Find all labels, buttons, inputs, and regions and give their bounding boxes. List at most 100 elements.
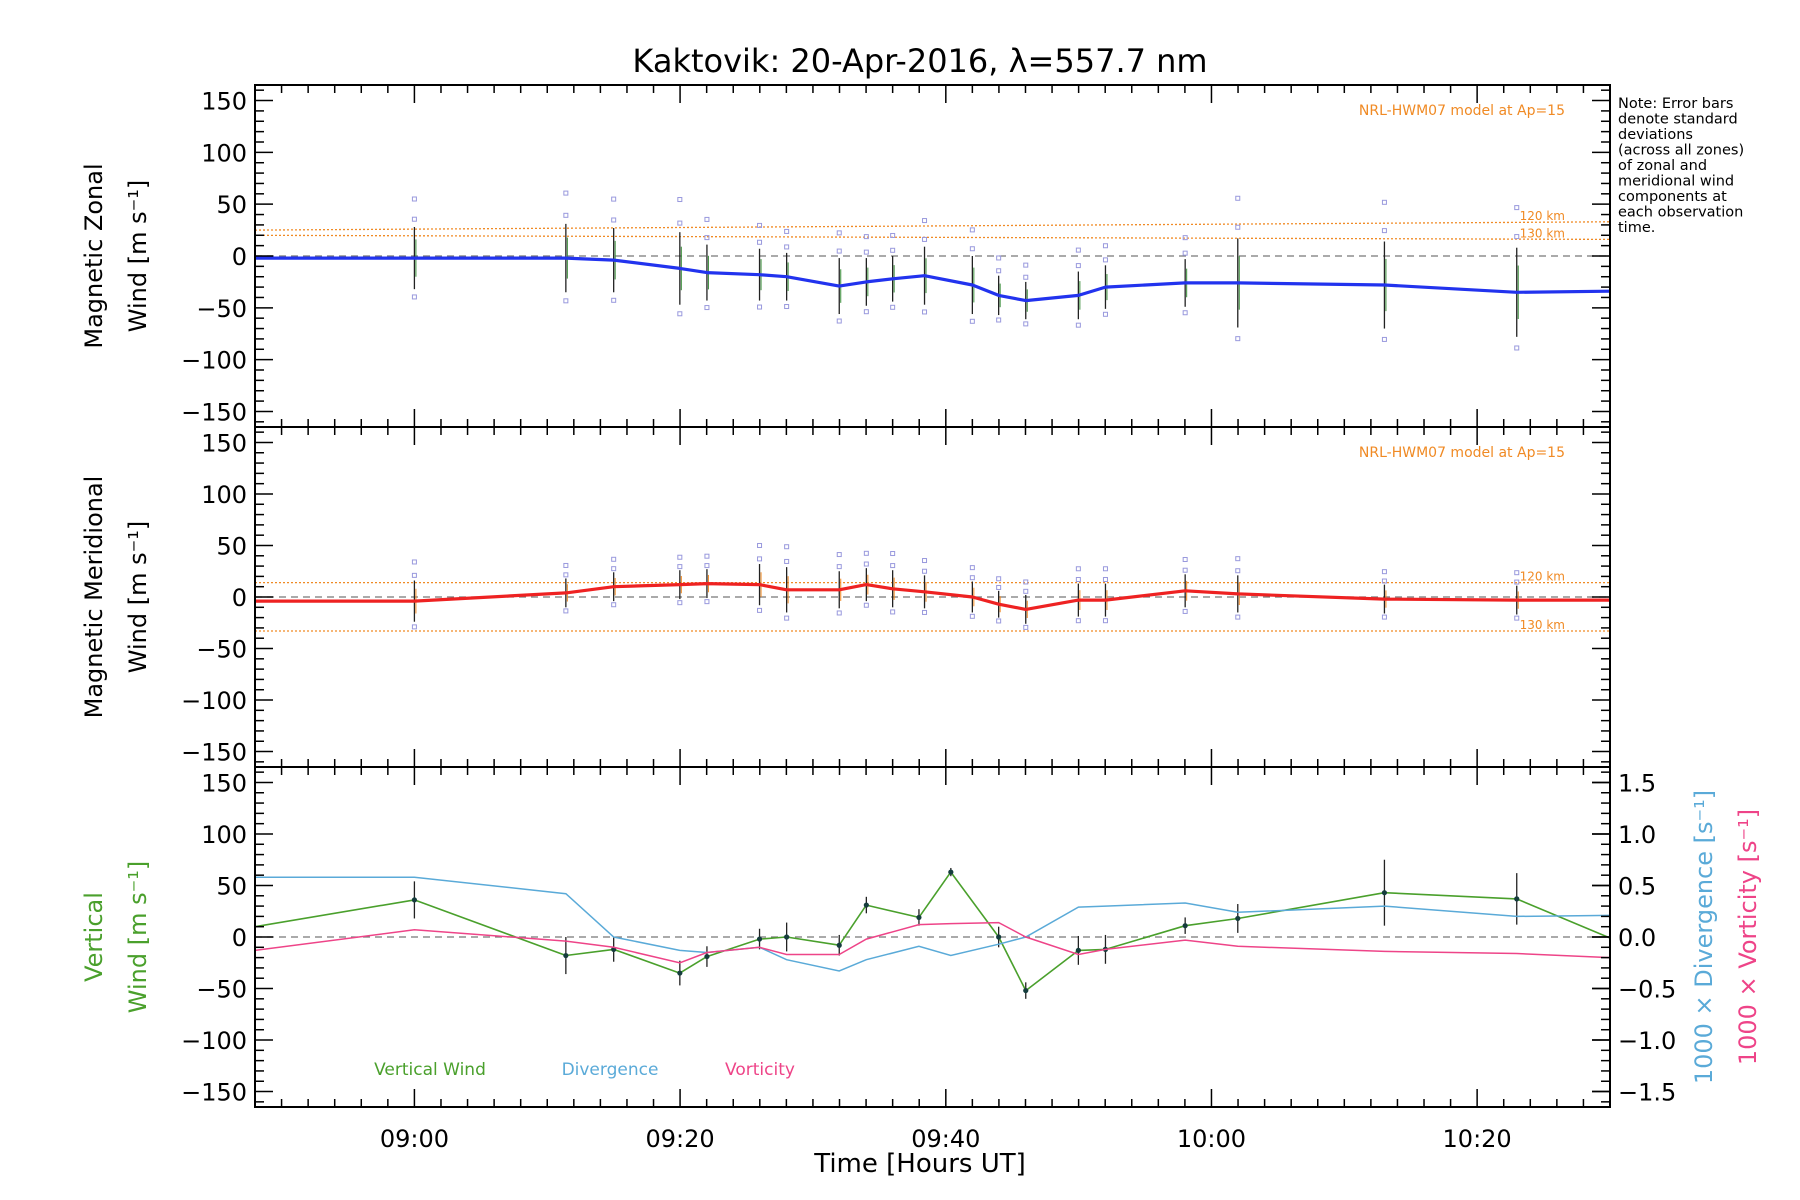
scatter-point bbox=[969, 613, 975, 619]
scatter-point bbox=[996, 576, 1002, 582]
note-line: components at bbox=[1618, 189, 1727, 205]
scatter-point bbox=[1102, 311, 1108, 317]
data-point bbox=[784, 934, 790, 940]
scatter-point bbox=[996, 268, 1002, 274]
scatter-point bbox=[563, 212, 569, 218]
panel-vertical: −150 −100 −50 0 50 100 150 Vertical Wind [m s⁻¹]… bbox=[80, 766, 1762, 1153]
model-curve-label: 120 km bbox=[1520, 209, 1565, 223]
note-line: deviations bbox=[1618, 127, 1693, 143]
scatter-point bbox=[1182, 567, 1188, 573]
y-tick-label: −100 bbox=[181, 1027, 247, 1055]
scatter-point bbox=[677, 554, 683, 560]
scatter-point bbox=[1235, 568, 1241, 574]
scatter-point bbox=[784, 615, 790, 621]
legend-item-divergence: Divergence bbox=[562, 1060, 659, 1080]
scatter-point bbox=[863, 602, 869, 608]
scatter-point bbox=[863, 561, 869, 567]
note-line: of zonal and bbox=[1618, 158, 1707, 174]
scatter-point bbox=[922, 218, 928, 224]
scatter-point bbox=[1514, 205, 1520, 211]
y-axis-label-line2: Wind [m s⁻¹] bbox=[124, 180, 152, 332]
scatter-point bbox=[1514, 570, 1520, 576]
scatter-point bbox=[836, 230, 842, 236]
scatter-point bbox=[563, 190, 569, 196]
scatter-point bbox=[757, 304, 763, 310]
scatter-point bbox=[704, 553, 710, 559]
scatter-point bbox=[1023, 262, 1029, 268]
right-tick-label: −1.5 bbox=[1618, 1079, 1676, 1107]
scatter-point bbox=[1235, 614, 1241, 620]
scatter-point bbox=[1102, 576, 1108, 582]
y-tick-label: −150 bbox=[181, 398, 247, 426]
scatter-point bbox=[611, 196, 617, 202]
scatter-point bbox=[1235, 195, 1241, 201]
scatter-point bbox=[1075, 566, 1081, 572]
x-tick-label: 10:20 bbox=[1443, 1125, 1512, 1153]
scatter-point bbox=[1235, 556, 1241, 562]
series-line-vorticity bbox=[255, 921, 1610, 964]
scatter-point bbox=[677, 311, 683, 317]
scatter-point bbox=[1514, 345, 1520, 351]
note-text: Note: Error bars denote standard deviation… bbox=[1618, 96, 1744, 236]
scatter-point bbox=[704, 305, 710, 311]
right-tick-label: 0.5 bbox=[1618, 872, 1656, 900]
right-tick-label: −0.5 bbox=[1618, 976, 1676, 1004]
scatter-point bbox=[1381, 228, 1387, 234]
right-tick-label: 0.0 bbox=[1618, 924, 1656, 952]
series-line-zonal bbox=[255, 256, 1610, 303]
scatter-point bbox=[411, 216, 417, 222]
y-tick-label: 0 bbox=[232, 243, 247, 271]
x-tick-label: 09:40 bbox=[911, 1125, 980, 1153]
note-line: (across all zones) bbox=[1618, 143, 1744, 159]
y-tick-label: 150 bbox=[201, 769, 247, 797]
scatter-point bbox=[1514, 615, 1520, 621]
scatter-point bbox=[677, 197, 683, 203]
y-axis-label-line2: Wind [m s⁻¹] bbox=[124, 521, 152, 673]
y-tick-label: 150 bbox=[201, 429, 247, 457]
scatter-point bbox=[611, 217, 617, 223]
scatter-point bbox=[922, 309, 928, 315]
data-point bbox=[1075, 947, 1081, 953]
scatter-point bbox=[863, 309, 869, 315]
scatter-point bbox=[1182, 556, 1188, 562]
scatter-point bbox=[1381, 578, 1387, 584]
note-line: time. bbox=[1618, 220, 1655, 236]
scatter-point bbox=[969, 565, 975, 571]
scatter-point bbox=[1381, 199, 1387, 205]
scatter-point bbox=[411, 294, 417, 300]
y-tick-label: 150 bbox=[201, 88, 247, 116]
series-line-divergence bbox=[255, 876, 1610, 972]
scatter-point bbox=[1023, 588, 1029, 594]
scatter-point bbox=[969, 246, 975, 252]
scatter-point bbox=[836, 610, 842, 616]
right-axis-label-divergence: 1000 × Divergence [s⁻¹] bbox=[1690, 790, 1718, 1084]
series-line-vertical bbox=[255, 871, 1610, 992]
scatter-point bbox=[863, 234, 869, 240]
plot-area-zonal bbox=[255, 190, 1610, 351]
data-point bbox=[948, 869, 954, 875]
data-point bbox=[1514, 896, 1520, 902]
note-line: denote standard bbox=[1618, 112, 1738, 128]
scatter-point bbox=[836, 564, 842, 570]
scatter-point bbox=[784, 558, 790, 564]
data-point bbox=[704, 953, 710, 960]
scatter-point bbox=[890, 247, 896, 253]
scatter-point bbox=[611, 297, 617, 303]
scatter-point bbox=[1182, 235, 1188, 241]
scatter-point bbox=[1023, 624, 1029, 630]
scatter-point bbox=[757, 239, 763, 245]
note-line: each observation bbox=[1618, 205, 1743, 221]
data-point bbox=[1023, 987, 1029, 994]
model-curve-label: 120 km bbox=[1520, 570, 1565, 584]
y-tick-label: 0 bbox=[232, 584, 247, 612]
y-tick-label: 50 bbox=[216, 872, 247, 900]
model-curve bbox=[255, 234, 1610, 241]
y-tick-label: 100 bbox=[201, 481, 247, 509]
scatter-point bbox=[1182, 310, 1188, 316]
y-tick-label: 100 bbox=[201, 821, 247, 849]
scatter-point bbox=[757, 607, 763, 613]
series-line-meridional bbox=[255, 581, 1610, 612]
scatter-point bbox=[969, 227, 975, 233]
scatter-point bbox=[411, 196, 417, 202]
